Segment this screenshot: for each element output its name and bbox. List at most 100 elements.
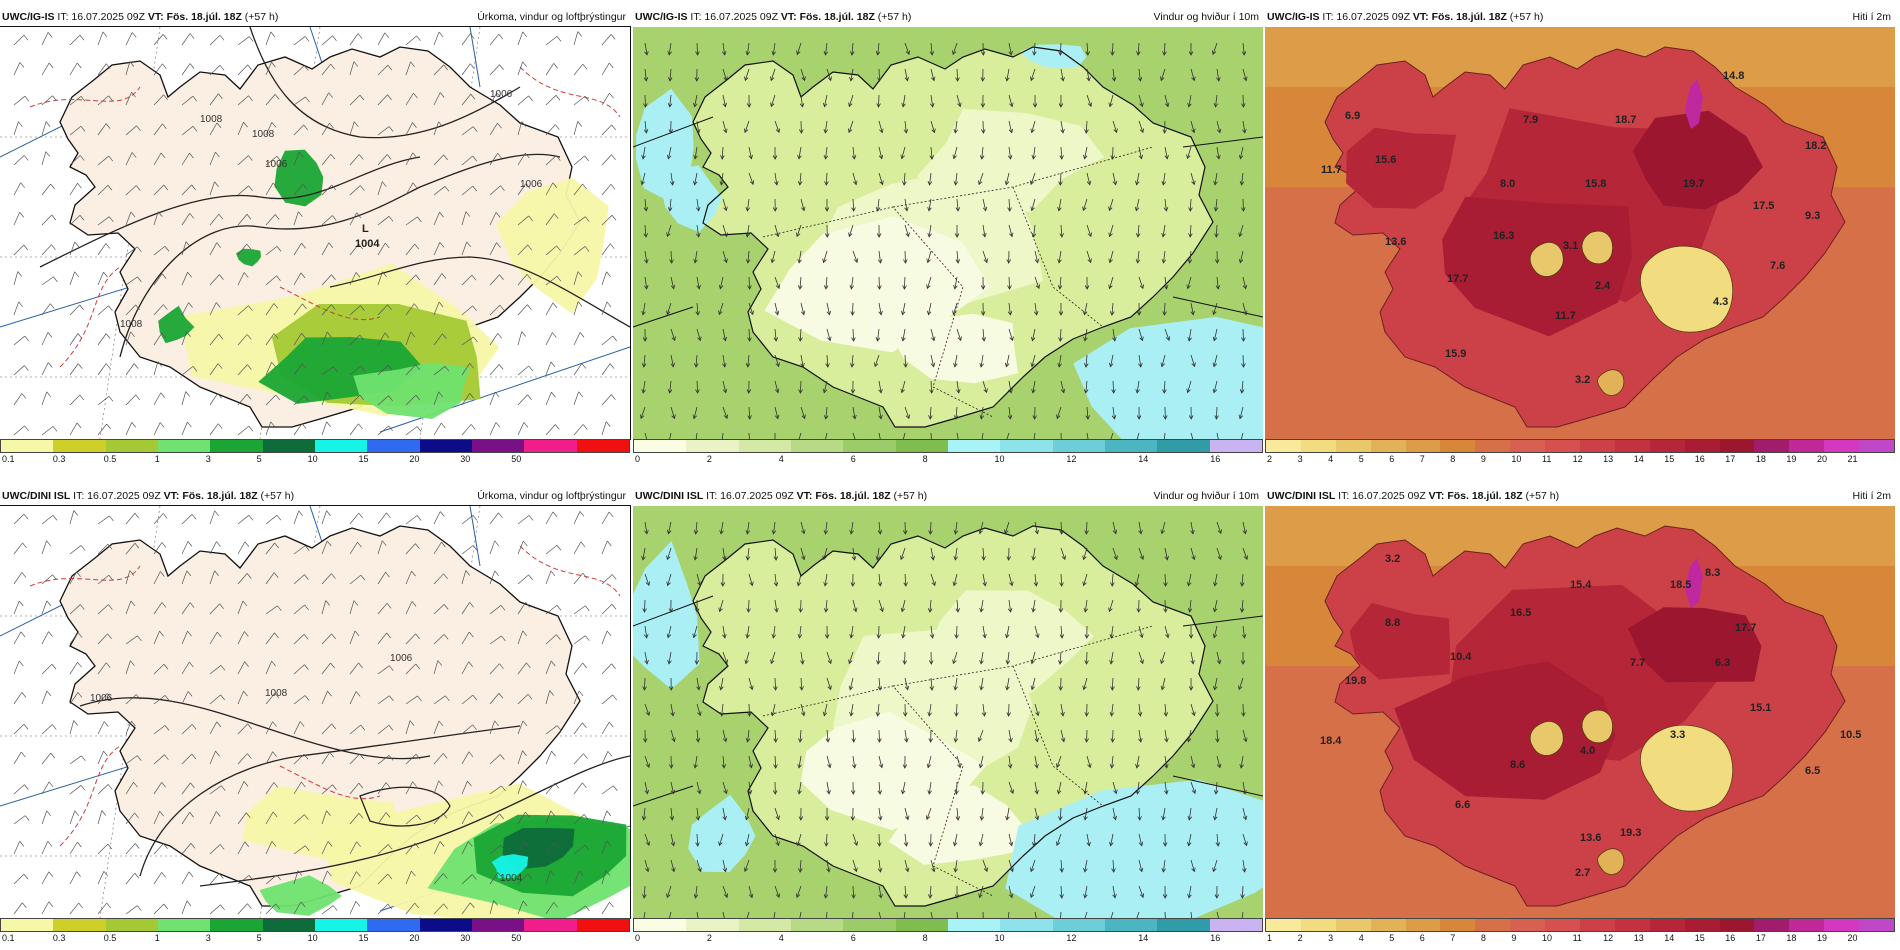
wind-arrow-icon — [904, 573, 907, 586]
temperature-value-label: 6.5 — [1805, 765, 1820, 777]
wind-barb-icon — [349, 662, 359, 675]
wind-arrow-icon — [1164, 755, 1168, 768]
wind-arrow-icon — [1242, 859, 1246, 872]
wind-arrow-icon — [928, 781, 932, 794]
wind-arrow-icon — [1060, 380, 1065, 393]
wind-arrow-icon — [1008, 406, 1011, 419]
wind-arrow-icon — [878, 599, 884, 612]
wind-arrow-icon — [1241, 380, 1244, 393]
wind-arrow-icon — [954, 547, 958, 560]
wind-arrow-icon — [1242, 68, 1247, 81]
wind-arrow-icon — [696, 328, 701, 341]
wind-barb-icon — [377, 154, 388, 166]
wind-barb-icon — [517, 750, 523, 765]
wind-barb-icon — [181, 900, 188, 915]
wind-arrow-icon — [670, 781, 674, 794]
wind-barb-icon — [125, 843, 136, 855]
wind-arrow-icon — [1240, 432, 1244, 439]
wind-arrow-icon — [826, 911, 828, 918]
wind-barb-icon — [321, 810, 327, 825]
wind-arrow-icon — [904, 198, 908, 211]
wind-barb-icon — [41, 62, 50, 76]
wind-barb-icon — [461, 155, 473, 166]
panel-header: UWC/DINI ISL IT: 16.07.2025 09Z VT: Fös.… — [1265, 486, 1895, 506]
wind-arrow-icon — [1136, 432, 1140, 439]
wind-arrow-icon — [930, 328, 935, 341]
wind-barb-icon — [293, 272, 302, 286]
colorbar-tick-label: 20 — [409, 933, 420, 943]
lead-time: (+57 h) — [1525, 490, 1560, 502]
wind-barb-icon — [181, 302, 189, 316]
wind-barb-icon — [265, 841, 273, 855]
wind-barb-icon — [265, 182, 274, 196]
wind-arrow-icon — [642, 380, 646, 393]
wind-barb-icon — [517, 365, 529, 376]
wind-arrow-icon — [1164, 703, 1167, 716]
wind-arrow-icon — [722, 911, 725, 918]
wind-arrow-icon — [929, 172, 932, 185]
wind-barb-icon — [181, 63, 191, 76]
wind-arrow-icon — [1163, 380, 1166, 393]
wind-arrow-icon — [670, 276, 675, 289]
wind-barb-icon — [461, 780, 468, 795]
wind-arrow-icon — [1138, 146, 1142, 159]
wind-barb-icon — [545, 604, 558, 615]
colorbar-tick-label: 4 — [1328, 454, 1334, 464]
wind-arrow-icon — [852, 198, 855, 212]
wind-barb-icon — [41, 426, 54, 436]
wind-barb-icon — [377, 755, 390, 765]
wind-arrow-icon — [1031, 651, 1036, 664]
wind-barb-icon — [517, 61, 524, 76]
wind-arrow-icon — [1084, 781, 1088, 794]
wind-barb-icon — [209, 694, 221, 705]
wind-arrow-icon — [823, 380, 828, 393]
wind-barb-icon — [153, 304, 164, 316]
wind-arrow-icon — [644, 432, 648, 439]
wind-arrow-icon — [696, 859, 701, 872]
wind-barb-icon — [545, 155, 557, 166]
wind-arrow-icon — [1032, 146, 1036, 159]
wind-arrow-icon — [1190, 911, 1193, 918]
pressure-label: 1008 — [252, 129, 275, 140]
colorbar-tick-label: 19 — [1786, 454, 1797, 464]
wind-arrow-icon — [904, 120, 907, 133]
colorbar-tick-label: 5 — [1389, 933, 1395, 943]
colorbar-tick-label: 8 — [922, 933, 928, 943]
wind-barb-icon — [181, 724, 193, 735]
colorbar-tick-label: 10 — [1542, 933, 1553, 943]
wind-arrow-icon — [746, 198, 750, 211]
wind-barb-icon — [405, 274, 417, 286]
wind-arrow-icon — [1242, 625, 1245, 638]
wind-barb-icon — [97, 604, 109, 615]
panel-title: Vindur og hviður í 10m — [1153, 11, 1259, 23]
colorbar-tick-label: 1 — [154, 454, 160, 464]
wind-arrow-icon — [1188, 94, 1192, 107]
wind-barb-icon — [125, 331, 131, 346]
wind-arrow-icon — [852, 547, 855, 560]
wind-arrow-icon — [1032, 547, 1036, 560]
wind-arrow-icon — [1138, 885, 1144, 898]
wind-barb-icon — [41, 600, 48, 615]
colorbar-tick-label: 10 — [307, 454, 318, 464]
wind-arrow-icon — [1138, 833, 1143, 846]
wind-barb-icon — [69, 422, 78, 436]
wind-barb-icon — [601, 215, 613, 226]
temperature-value-label: 17.7 — [1735, 622, 1756, 634]
wind-barb-icon — [125, 781, 134, 795]
wind-barb-icon — [377, 304, 388, 316]
wind-arrow-icon — [982, 703, 985, 716]
wind-barb-icon — [97, 810, 103, 825]
wind-barb-icon — [489, 844, 502, 855]
wind-arrow-icon — [878, 250, 881, 263]
wind-barb-icon — [125, 125, 137, 136]
colorbar-tick-label: 18 — [1786, 933, 1797, 943]
wind-arrow-icon — [878, 432, 881, 439]
wind-barb-icon — [321, 841, 329, 855]
wind-barb-icon — [489, 540, 496, 555]
wind-arrow-icon — [1213, 302, 1218, 315]
wind-arrow-icon — [1216, 68, 1220, 81]
wind-barb-icon — [153, 571, 161, 585]
wind-barb-icon — [377, 271, 383, 286]
wind-arrow-icon — [927, 755, 932, 768]
